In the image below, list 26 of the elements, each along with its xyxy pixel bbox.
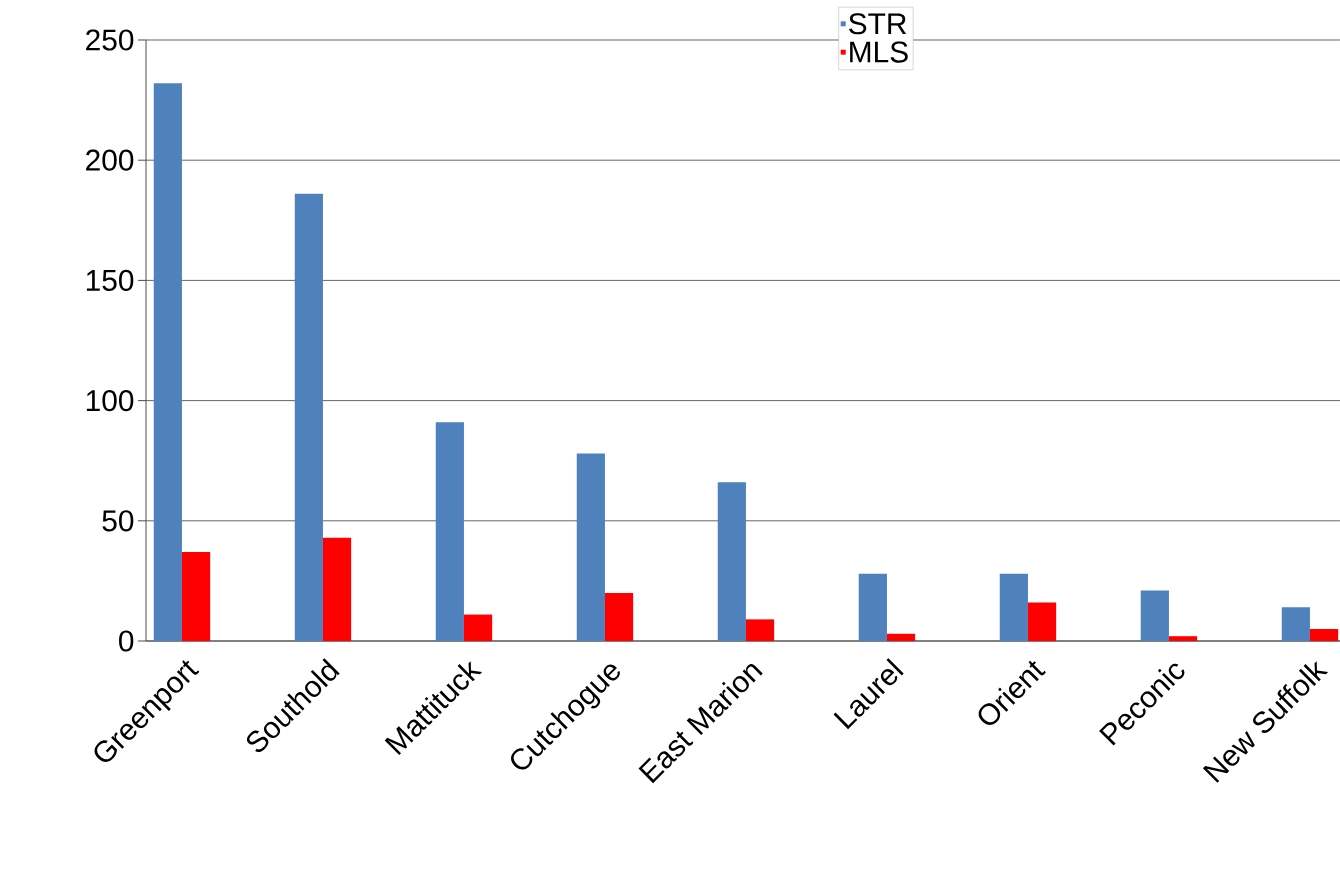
bar	[1309, 628, 1339, 641]
bar	[717, 482, 746, 641]
bar	[435, 422, 464, 641]
bar	[463, 614, 493, 641]
bar	[1168, 636, 1198, 641]
bar	[294, 193, 323, 641]
y-tick-label: 100	[86, 390, 134, 412]
y-tick-label: 200	[86, 149, 134, 171]
bar	[153, 83, 182, 641]
bar	[1027, 602, 1057, 641]
y-tick-label: 250	[86, 29, 134, 51]
bar	[604, 592, 634, 641]
bar	[745, 619, 775, 641]
bar	[576, 453, 605, 641]
bar	[1281, 607, 1310, 641]
bar	[886, 633, 916, 641]
bar	[181, 552, 211, 641]
y-tick-label: 50	[102, 510, 134, 532]
legend-label: MLS	[850, 41, 908, 63]
y-tick-label: 0	[119, 630, 134, 652]
bar	[999, 573, 1028, 641]
legend-label: STR	[849, 13, 907, 35]
bar	[322, 537, 352, 641]
y-tick-label: 150	[86, 269, 134, 291]
bar	[858, 573, 887, 641]
bar	[1140, 590, 1169, 641]
